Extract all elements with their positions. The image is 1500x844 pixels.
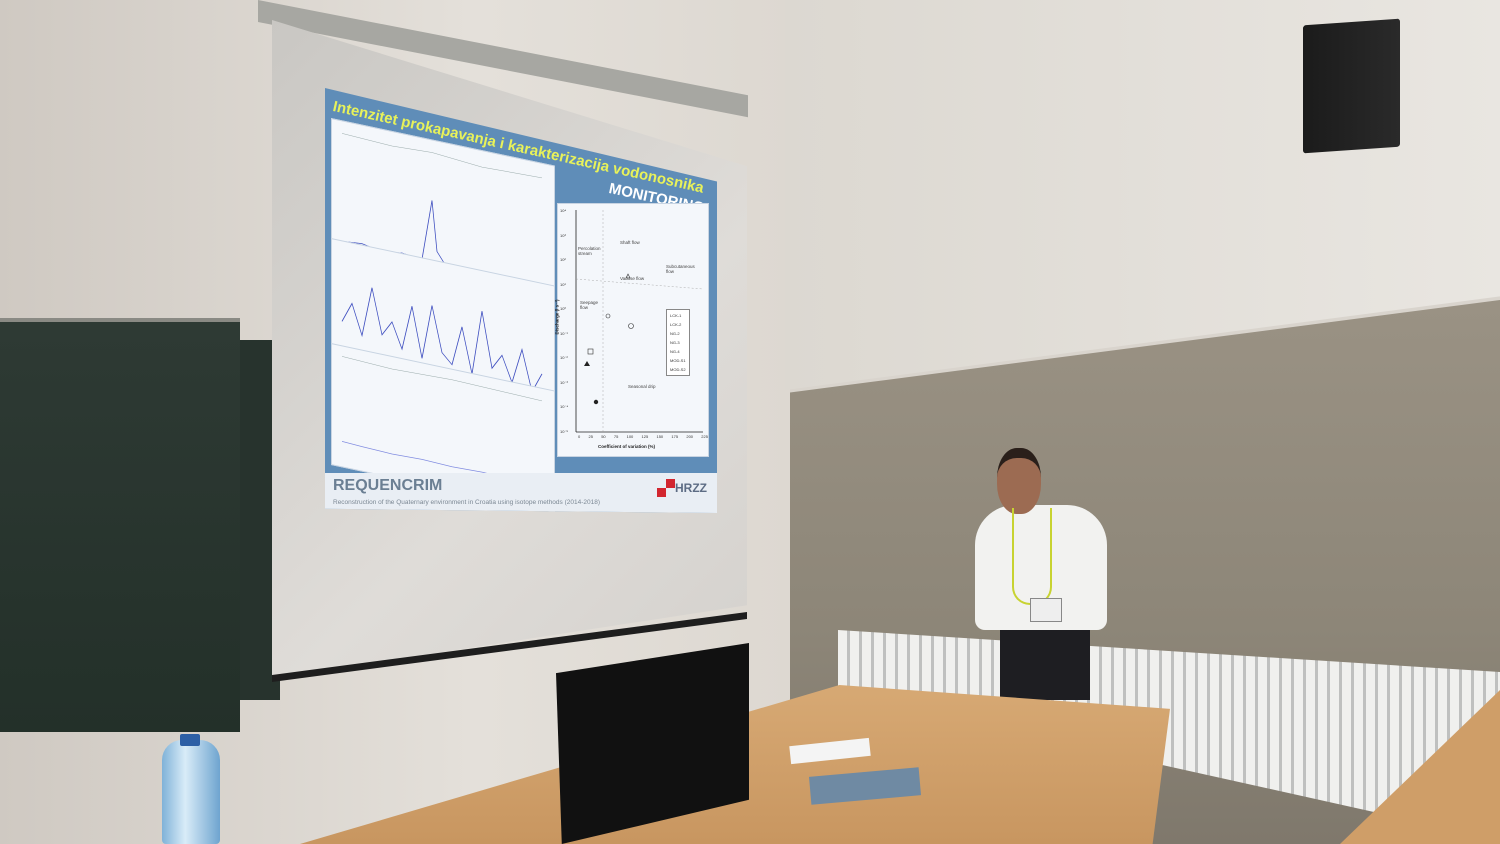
project-subtitle: Reconstruction of the Quaternary environ… xyxy=(333,499,601,506)
region-percolation-stream: Percolation stream xyxy=(578,246,601,256)
water-bottle xyxy=(162,740,220,844)
legend-entry: MOD-S1 xyxy=(670,358,686,363)
y-tick: 10⁻⁴ xyxy=(560,404,569,410)
legend-entry: LCK-1 xyxy=(670,313,682,318)
x-tick-labels: 0 25 50 75 100 125 150 175 200 225 xyxy=(578,434,708,439)
x-tick: 50 xyxy=(601,434,606,439)
region-seasonal-drip: Seasonal drip xyxy=(628,384,656,389)
y-tick: 10¹ xyxy=(560,281,566,287)
legend-entry: LCK-2 xyxy=(670,322,682,327)
x-axis-label: Coefficient of variation (%) xyxy=(598,444,656,449)
hrzz-logo-icon xyxy=(657,479,675,497)
region-seepage-flow: Seepage flow xyxy=(580,300,599,310)
region-vadose-flow: Vadose flow xyxy=(620,276,645,281)
lanyard xyxy=(1012,508,1052,605)
legend-entry: NG-2 xyxy=(670,331,680,336)
x-tick: 200 xyxy=(686,434,694,439)
y-tick: 10⁻⁵ xyxy=(560,428,569,434)
wall-speaker xyxy=(1303,18,1400,154)
x-tick: 0 xyxy=(578,434,581,439)
y-tick-labels: 10⁴ 10³ 10² 10¹ 10⁰ 10⁻¹ 10⁻² 10⁻³ 10⁻⁴ 10⁻⁵ xyxy=(560,208,568,434)
slide-footer: REQUENCRIM Reconstruction of the Quatern… xyxy=(325,473,717,513)
discharge-vs-cv-scatter: Percolation stream Shaft flow Subcutaneo… xyxy=(554,203,709,457)
bottle-cap xyxy=(180,734,200,746)
y-tick: 10⁴ xyxy=(560,208,567,213)
y-tick: 10⁻³ xyxy=(560,379,568,385)
y-tick: 10⁰ xyxy=(560,306,567,312)
x-tick: 100 xyxy=(626,434,634,439)
legend-entry: NG-3 xyxy=(670,340,680,345)
scatter-legend: LCK-1 LCK-2 NG-2 NG-3 NG-4 MOD-S1 MOD-S2 xyxy=(666,309,690,376)
presenter-head xyxy=(997,448,1041,514)
y-tick: 10³ xyxy=(560,232,566,238)
y-tick: 10⁻¹ xyxy=(560,330,568,336)
x-tick: 225 xyxy=(701,434,708,439)
x-tick: 25 xyxy=(588,434,593,439)
legend-entry: MOD-S2 xyxy=(670,367,686,372)
y-tick: 10⁻² xyxy=(560,355,568,361)
project-name: REQUENCRIM xyxy=(333,477,443,494)
x-tick: 150 xyxy=(656,434,664,439)
legend-entry: NG-4 xyxy=(670,349,680,354)
x-tick: 125 xyxy=(641,434,649,439)
name-badge xyxy=(1030,598,1062,622)
y-axis-label: Discharge (l s⁻¹) xyxy=(554,299,560,335)
time-series-chart-2 xyxy=(331,238,555,413)
x-tick: 175 xyxy=(671,434,679,439)
funder-logo-text: HRZZ xyxy=(675,481,707,495)
y-tick: 10² xyxy=(560,257,566,263)
presenter-legs xyxy=(1000,620,1090,700)
region-shaft-flow: Shaft flow xyxy=(620,240,640,245)
x-tick: 75 xyxy=(613,434,619,439)
chalkboard xyxy=(0,318,240,732)
region-subcutaneous-flow: Subcutaneous flow xyxy=(666,264,695,274)
